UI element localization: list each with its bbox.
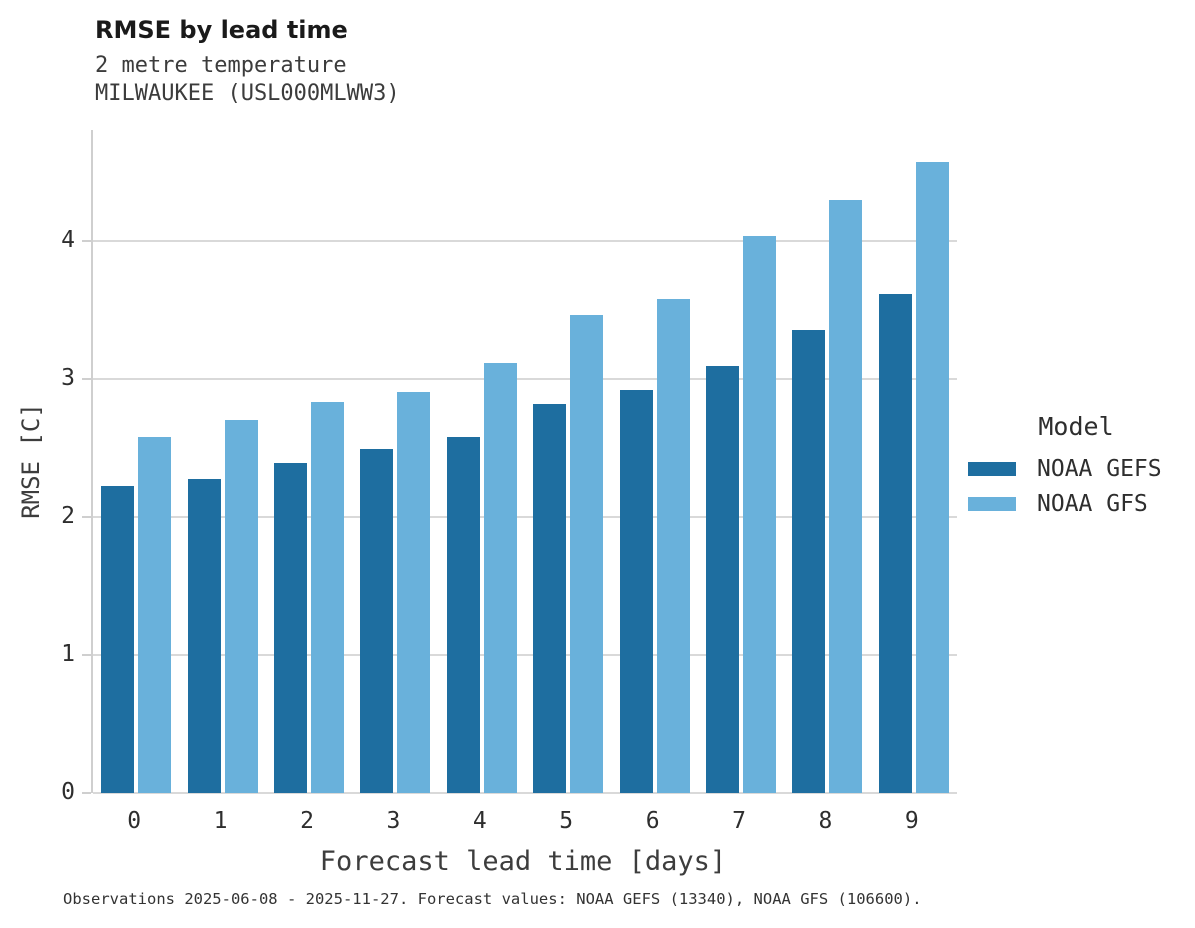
footer-note: Observations 2025-06-08 - 2025-11-27. Fo… [63, 890, 922, 908]
bar-noaa-gefs-day-9 [878, 294, 912, 793]
y-tick-mark-0 [82, 792, 91, 794]
y-tick-label-4: 4 [61, 226, 75, 253]
bar-group-day-7 [698, 130, 784, 793]
x-tick-label-7: 7 [732, 808, 746, 834]
gridline-y-0 [93, 792, 957, 794]
y-tick-label-3: 3 [61, 364, 75, 391]
bar-group-day-8 [784, 130, 870, 793]
y-tick-mark-3 [82, 377, 91, 380]
chart-subtitle-variable: 2 metre temperature [95, 53, 347, 78]
x-tick-label-9: 9 [904, 808, 919, 834]
bar-noaa-gefs-day-0 [101, 486, 135, 793]
legend-swatch-noaa-gfs [968, 496, 1016, 511]
legend-title: Model [1038, 412, 1114, 441]
bar-noaa-gfs-day-7 [743, 236, 777, 793]
y-axis-title: RMSE [C] [17, 403, 45, 519]
legend: Model NOAA GEFS NOAA GFS [968, 412, 1184, 521]
y-tick-mark-2 [82, 515, 91, 518]
x-tick-label-5: 5 [559, 808, 574, 834]
bar-group-day-2 [266, 130, 352, 793]
bar-noaa-gefs-day-6 [619, 389, 653, 793]
bar-noaa-gfs-day-4 [483, 363, 517, 793]
bar-noaa-gfs-day-8 [829, 200, 863, 793]
x-tick-label-2: 2 [300, 808, 314, 834]
bar-group-day-4 [439, 130, 525, 793]
chart-subtitle-station: MILWAUKEE (USL000MLWW3) [95, 81, 400, 106]
bar-noaa-gefs-day-8 [792, 330, 826, 793]
bar-noaa-gfs-day-1 [224, 420, 258, 793]
bar-group-day-3 [352, 130, 438, 793]
gridline-y-2 [93, 515, 957, 518]
bar-group-day-6 [611, 130, 697, 793]
y-tick-label-2: 2 [61, 502, 75, 529]
bar-noaa-gefs-day-7 [706, 366, 740, 793]
gridline-y-4 [93, 239, 957, 242]
bar-group-day-1 [179, 130, 265, 793]
x-tick-label-3: 3 [386, 808, 401, 834]
x-tick-label-1: 1 [213, 808, 228, 834]
x-tick-label-8: 8 [818, 808, 833, 834]
plot-area: 0 1 2 3 4 [61, 130, 957, 804]
bar-noaa-gfs-day-2 [311, 402, 345, 793]
bar-noaa-gfs-day-0 [138, 436, 172, 793]
y-tick-mark-4 [82, 239, 91, 242]
bars-row [93, 130, 957, 793]
bar-noaa-gefs-day-5 [533, 403, 567, 793]
bar-noaa-gefs-day-3 [360, 449, 394, 793]
legend-entries: NOAA GEFS NOAA GFS [968, 451, 1184, 521]
bar-noaa-gfs-day-3 [397, 392, 431, 793]
gridline-y-3 [93, 377, 957, 380]
bar-group-day-5 [525, 130, 611, 793]
bar-noaa-gfs-day-5 [570, 315, 604, 793]
x-axis-title: Forecast lead time [days] [319, 846, 727, 877]
x-tick-label-4: 4 [472, 808, 487, 834]
bar-noaa-gefs-day-4 [446, 436, 480, 793]
gridline-y-1 [93, 653, 957, 656]
legend-entry-noaa-gefs: NOAA GEFS [968, 451, 1184, 486]
x-tick-label-0: 0 [127, 808, 142, 834]
y-tick-label-0: 0 [61, 779, 75, 805]
bar-noaa-gfs-day-6 [656, 298, 690, 793]
x-tick-label-6: 6 [645, 808, 660, 834]
legend-swatch-noaa-gefs [968, 461, 1016, 476]
y-tick-mark-1 [82, 653, 91, 656]
y-tick-label-1: 1 [61, 640, 75, 667]
legend-entry-noaa-gfs: NOAA GFS [968, 486, 1184, 521]
bar-group-day-0 [93, 130, 179, 793]
x-tick-labels: 0 1 2 3 4 5 6 7 8 9 [91, 808, 955, 834]
bar-group-day-9 [871, 130, 957, 793]
bar-noaa-gefs-day-2 [274, 462, 308, 793]
bar-noaa-gefs-day-1 [187, 479, 221, 793]
legend-label-noaa-gefs: NOAA GEFS [1037, 455, 1162, 482]
legend-label-noaa-gfs: NOAA GFS [1037, 490, 1148, 517]
bar-noaa-gfs-day-9 [915, 161, 949, 793]
chart-title: RMSE by lead time [95, 16, 348, 44]
